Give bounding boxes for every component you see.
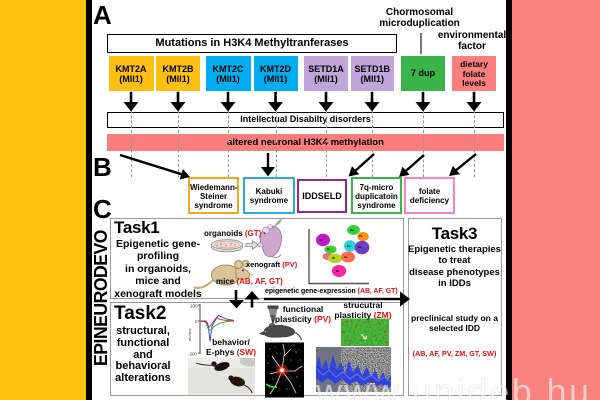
svg-text:En: En: [347, 244, 351, 248]
svg-text:Mi: Mi: [336, 269, 339, 273]
svg-text:100: 100: [190, 304, 198, 309]
svg-text:Ex: Ex: [319, 238, 323, 242]
svg-text:Ol: Ol: [332, 256, 335, 260]
svg-text:mV/ms: mV/ms: [187, 329, 192, 341]
svg-text:As: As: [344, 255, 348, 259]
svg-text:-200: -200: [188, 352, 198, 357]
svg-text:0: 0: [195, 319, 198, 324]
svg-text:Op: Op: [350, 228, 354, 232]
svg-text:Pe: Pe: [359, 234, 363, 238]
svg-text:In: In: [327, 247, 330, 251]
svg-text:Ne: Ne: [358, 245, 362, 249]
